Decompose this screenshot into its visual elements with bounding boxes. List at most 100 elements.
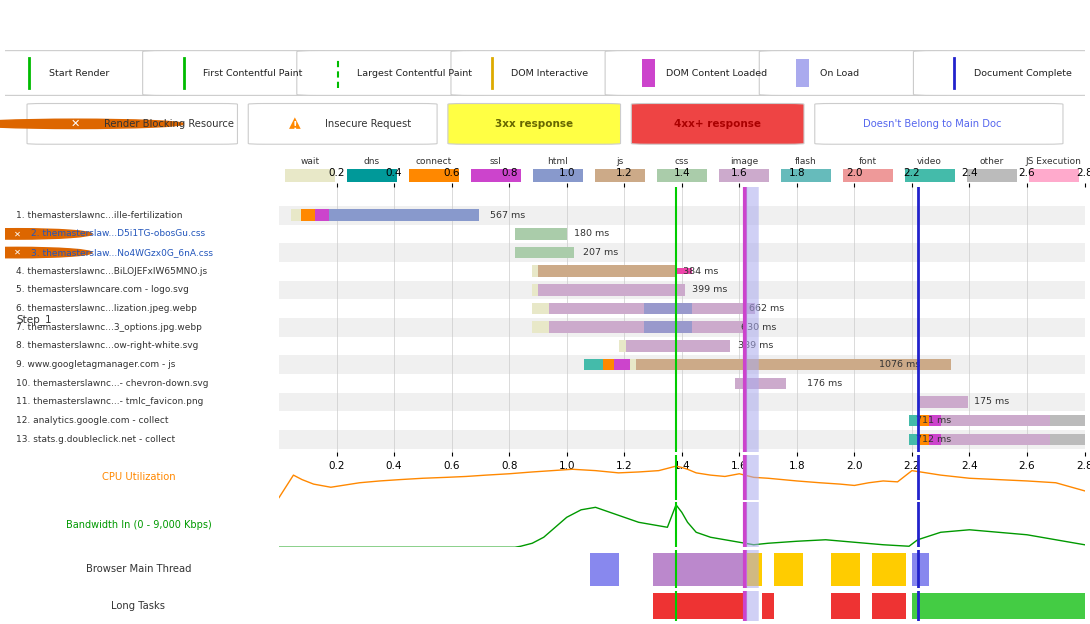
Text: 389 ms: 389 ms [738,341,773,351]
Text: image: image [729,157,758,165]
Bar [929,415,941,426]
Bar [549,321,644,333]
Bar [514,246,574,258]
Text: 3. themasterslaw...No4WGzx0G_6nA.css: 3. themasterslaw...No4WGzx0G_6nA.css [31,248,213,257]
Bar [661,321,676,333]
Text: 9. www.googletagmanager.com - js: 9. www.googletagmanager.com - js [16,360,175,369]
Text: Start Render: Start Render [49,69,109,77]
Bar [653,593,746,618]
Circle shape [0,228,92,239]
Text: DOM Content Loaded: DOM Content Loaded [666,69,766,77]
Text: video: video [917,157,942,165]
Bar [941,415,1050,426]
Bar [832,593,860,618]
Text: css: css [675,157,689,165]
FancyBboxPatch shape [780,169,831,182]
Bar [774,553,802,585]
Bar [692,303,755,314]
Text: 711 ms: 711 ms [917,416,952,425]
Bar [279,430,1085,449]
Bar [929,434,941,445]
Bar [872,553,906,585]
FancyBboxPatch shape [296,51,485,95]
Bar [584,359,603,371]
Bar [626,340,730,352]
Bar [538,321,549,333]
Text: 12. analytics.google.com - collect: 12. analytics.google.com - collect [16,416,169,425]
Bar [614,359,630,371]
Text: JS Execution: JS Execution [1026,157,1081,165]
Bar [746,553,762,585]
Bar [909,434,918,445]
Text: Step_1: Step_1 [16,314,51,325]
Text: First Contentful Paint: First Contentful Paint [203,69,302,77]
Text: 567 ms: 567 ms [490,211,525,220]
FancyBboxPatch shape [843,169,893,182]
Text: other: other [980,157,1004,165]
Bar [279,336,1085,355]
Bar [279,206,1085,225]
Text: 176 ms: 176 ms [807,379,843,388]
Bar [291,210,301,221]
Bar [603,359,614,371]
Text: ✕: ✕ [14,248,21,257]
FancyBboxPatch shape [796,59,809,87]
Text: Render Blocking Resource: Render Blocking Resource [104,119,233,129]
Bar [279,225,1085,243]
FancyBboxPatch shape [642,59,655,87]
Text: 2. themasterslaw...D5i1TG-obosGu.css: 2. themasterslaw...D5i1TG-obosGu.css [31,230,205,238]
Bar [735,378,786,389]
Text: CPU Utilization: CPU Utilization [101,472,175,482]
Bar [644,303,661,314]
Text: js: js [616,157,623,165]
Bar [279,411,1085,430]
Text: 207 ms: 207 ms [582,248,618,257]
Bar [532,321,538,333]
Bar [1050,434,1085,445]
Text: Doesn't Belong to Main Doc: Doesn't Belong to Main Doc [863,119,1002,129]
Bar [661,303,676,314]
Text: 5. themasterslawncare.com - logo.svg: 5. themasterslawncare.com - logo.svg [16,285,189,295]
Text: 712 ms: 712 ms [917,435,952,444]
Bar [279,243,1085,262]
Text: ✕: ✕ [14,230,21,238]
Text: Browser Main Thread: Browser Main Thread [86,564,191,574]
Text: html: html [547,157,568,165]
Text: 4. themasterslawnc...BiLOJEFxIW65MNO.js: 4. themasterslawnc...BiLOJEFxIW65MNO.js [16,266,207,276]
FancyBboxPatch shape [143,51,330,95]
FancyBboxPatch shape [631,104,804,144]
Text: wait: wait [301,157,319,165]
Text: On Load: On Load [820,69,859,77]
Bar [635,359,652,371]
Bar [279,374,1085,392]
Text: Largest Contentful Paint: Largest Contentful Paint [358,69,472,77]
Text: 4xx+ response: 4xx+ response [674,119,761,129]
FancyBboxPatch shape [347,169,397,182]
Text: connect: connect [415,157,452,165]
Circle shape [0,247,92,258]
Bar [652,359,667,371]
Text: 8. themasterslawnc...ow-right-white.svg: 8. themasterslawnc...ow-right-white.svg [16,341,198,351]
Bar [279,300,1085,318]
FancyBboxPatch shape [605,51,794,95]
Bar [576,265,590,277]
Bar [667,359,683,371]
Text: DOM Interactive: DOM Interactive [511,69,589,77]
Bar [941,434,1050,445]
FancyBboxPatch shape [409,169,459,182]
Bar [762,593,774,618]
FancyBboxPatch shape [286,169,335,182]
Bar [532,265,538,277]
FancyBboxPatch shape [0,51,177,95]
FancyBboxPatch shape [718,169,768,182]
Bar [918,396,968,407]
Bar [872,593,906,618]
Bar [590,265,604,277]
Text: 662 ms: 662 ms [750,304,785,313]
Bar [618,340,626,352]
Bar [279,281,1085,300]
Bar [644,321,661,333]
Bar [909,415,918,426]
FancyBboxPatch shape [249,104,437,144]
FancyBboxPatch shape [1029,169,1078,182]
